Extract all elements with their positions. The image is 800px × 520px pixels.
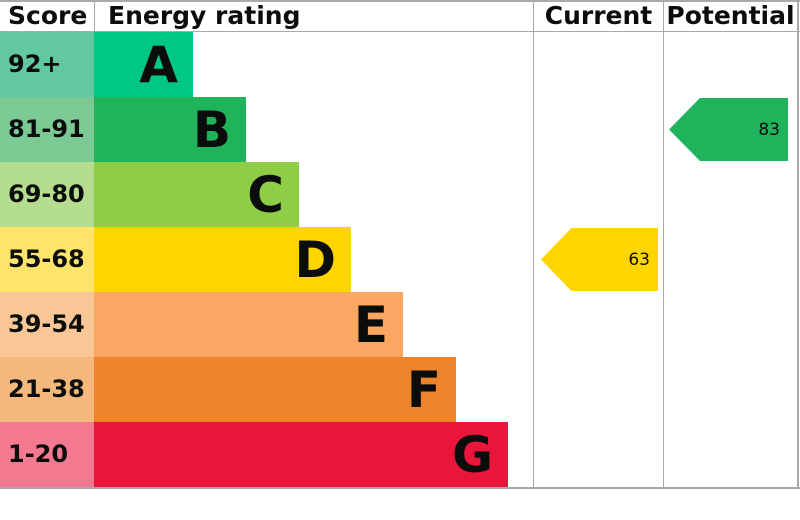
header-current: Current (544, 1, 653, 30)
potential-rating-value: 83 (758, 119, 780, 140)
rating-band-bar-d: D (94, 227, 351, 292)
header-energy-rating: Energy rating (108, 1, 301, 30)
rating-band-row-e: 39-54 E (0, 292, 533, 357)
table-top-border (0, 0, 800, 2)
rating-band-row-d: 55-68 D (0, 227, 533, 292)
score-range-label: 1-20 (0, 422, 94, 487)
rating-band-row-c: 69-80 C (0, 162, 533, 227)
rating-rows: 92+ A 81-91 B 69-80 C 55-68 D 39-54 E 21-38 F 1-20 G (0, 32, 533, 487)
score-range-label: 92+ (0, 32, 94, 97)
score-range-label: 55-68 (0, 227, 94, 292)
rating-band-bar-a: A (94, 32, 193, 97)
score-range-label: 39-54 (0, 292, 94, 357)
score-range-label: 21-38 (0, 357, 94, 422)
rating-band-row-g: 1-20 G (0, 422, 533, 487)
potential-rating-arrow: 83 (669, 98, 788, 161)
rating-band-row-b: 81-91 B (0, 97, 533, 162)
score-range-label: 81-91 (0, 97, 94, 162)
score-column-divider (94, 2, 95, 31)
current-column-divider (533, 0, 534, 487)
rating-band-row-a: 92+ A (0, 32, 533, 97)
table-right-border (797, 0, 799, 489)
potential-column-divider (663, 0, 664, 487)
score-range-label: 69-80 (0, 162, 94, 227)
header-underline (0, 31, 800, 32)
rating-band-bar-g: G (94, 422, 508, 487)
table-bottom-border (0, 487, 800, 489)
rating-band-row-f: 21-38 F (0, 357, 533, 422)
rating-band-bar-f: F (94, 357, 456, 422)
current-rating-value: 63 (628, 249, 650, 270)
rating-band-bar-b: B (94, 97, 246, 162)
rating-band-bar-e: E (94, 292, 403, 357)
rating-band-bar-c: C (94, 162, 299, 227)
current-rating-arrow: 63 (541, 228, 658, 291)
header-potential: Potential (666, 1, 795, 30)
header-score: Score (8, 1, 88, 30)
